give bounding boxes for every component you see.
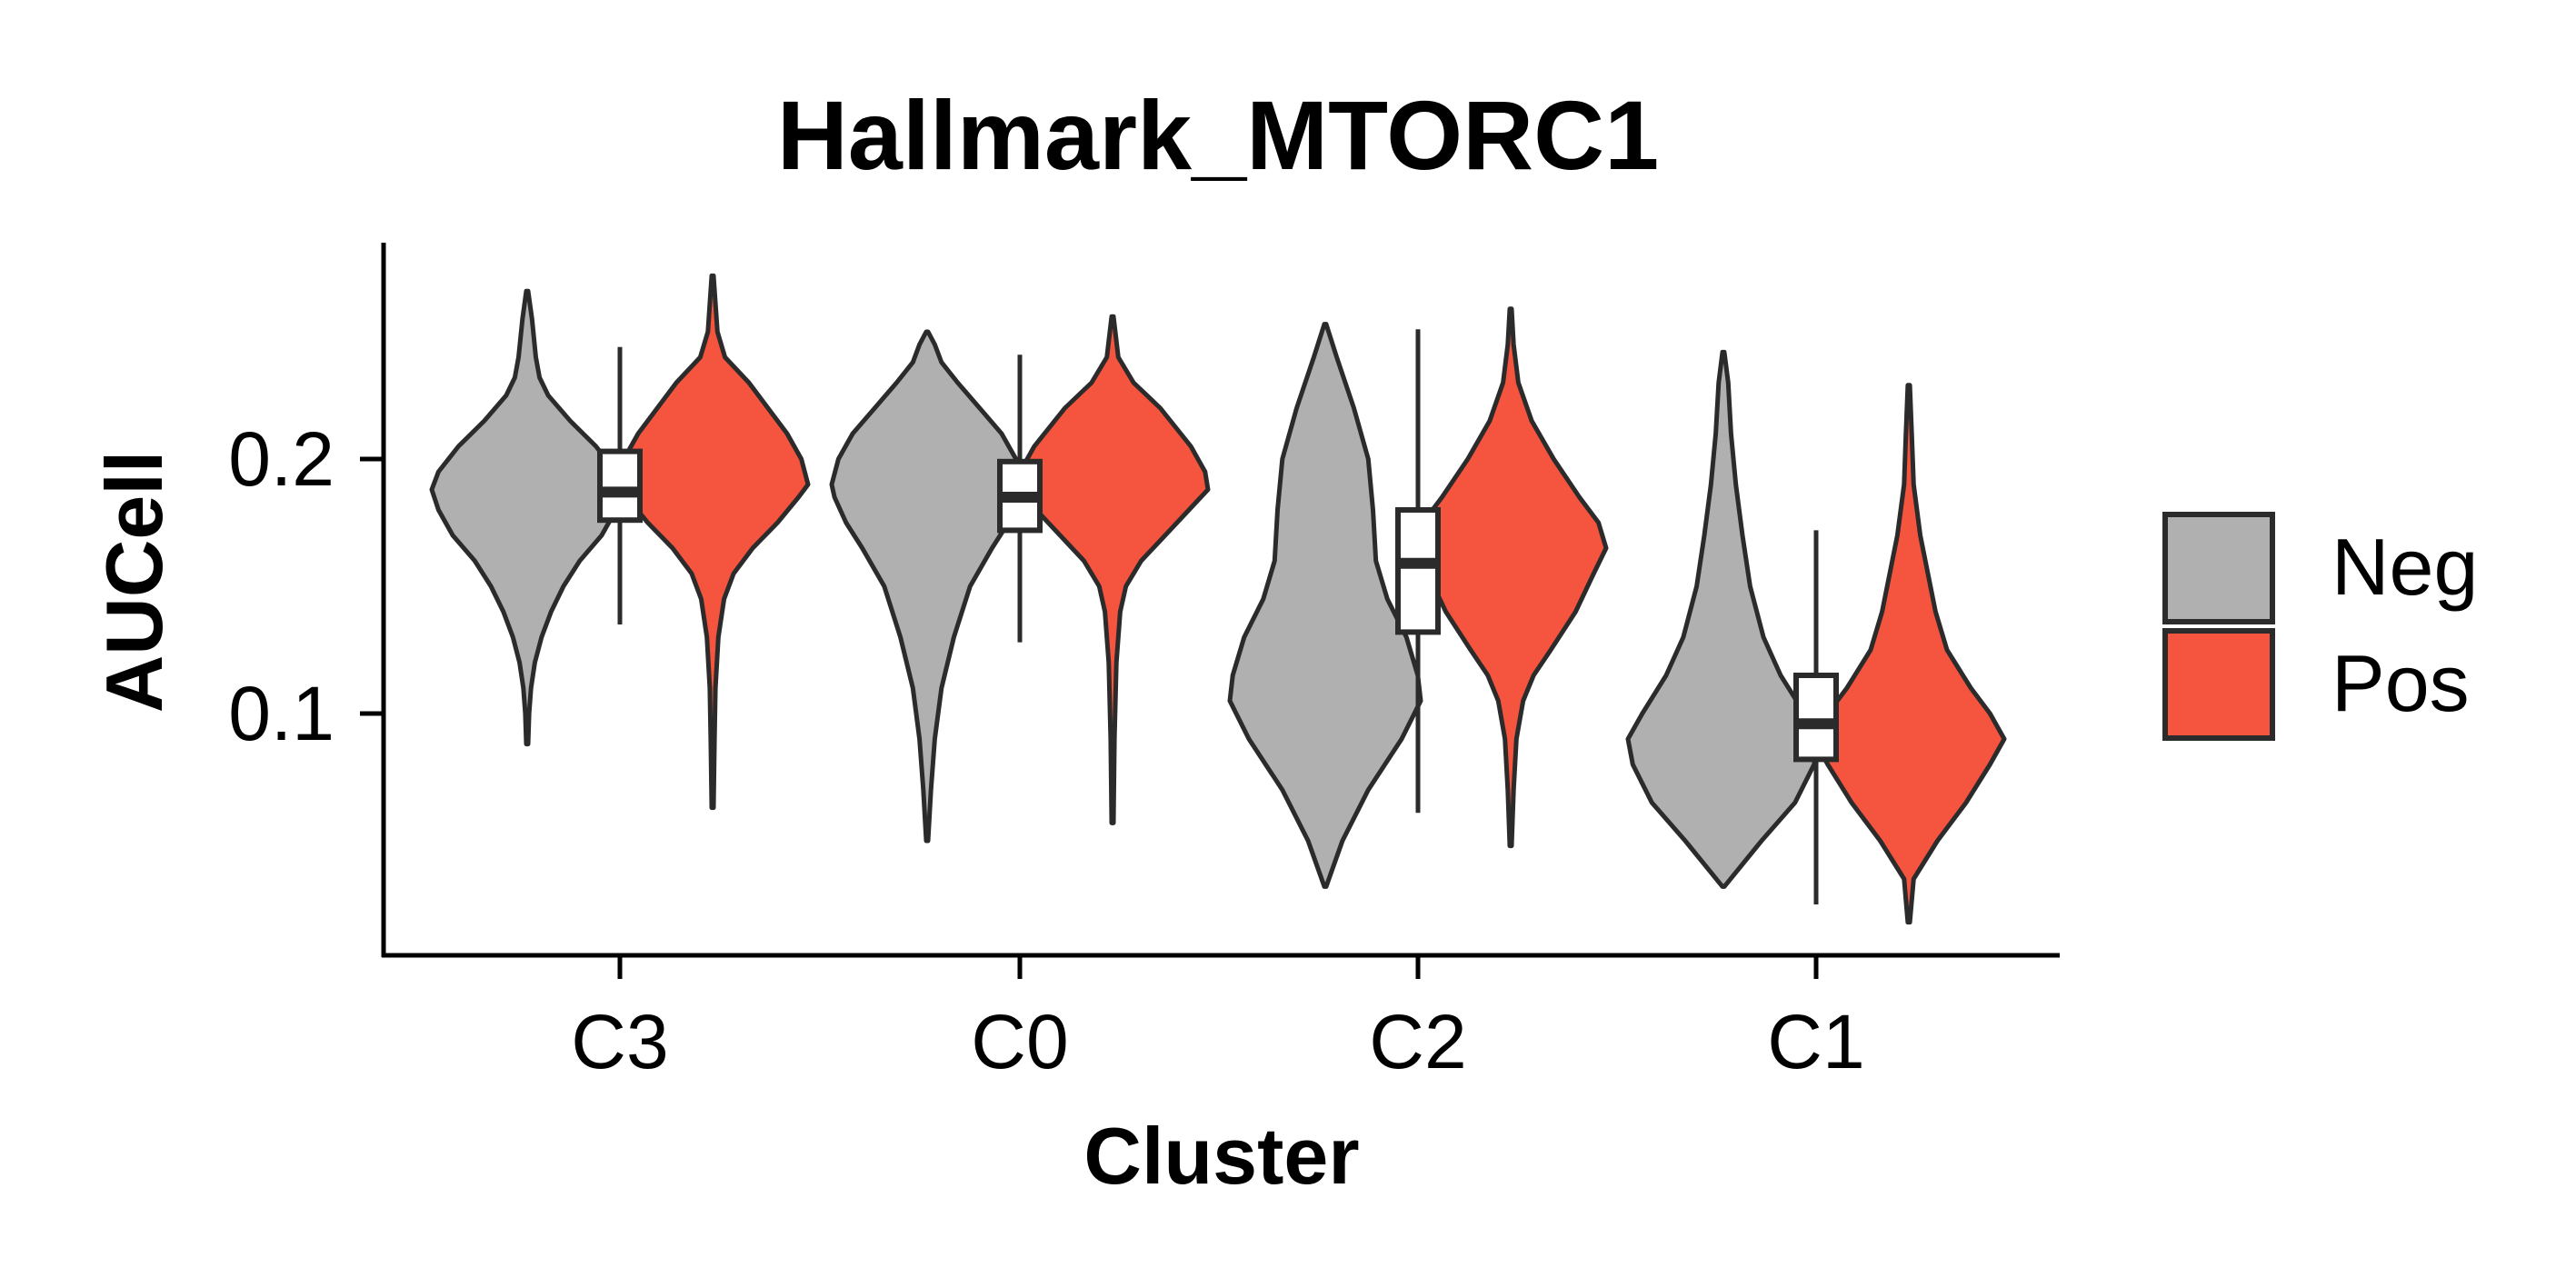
violin-pos-c0 xyxy=(1014,314,1211,825)
legend-item-neg: Neg xyxy=(2162,512,2478,624)
boxplot-c0 xyxy=(997,354,1043,643)
y-axis-title: AUCell xyxy=(89,451,179,714)
y-ticks: 0.1 0.2 xyxy=(228,416,384,756)
legend-label: Neg xyxy=(2331,522,2478,612)
plot-area xyxy=(429,273,2007,925)
violin-pos-c1 xyxy=(1811,383,2007,925)
legend-swatch xyxy=(2162,512,2275,624)
x-tick-label-c1: C1 xyxy=(1767,999,1864,1084)
legend-item-pos: Pos xyxy=(2162,628,2470,741)
violin-neg-c2 xyxy=(1227,322,1423,889)
boxplot-c3 xyxy=(597,346,643,624)
box-iqr xyxy=(1395,507,1441,635)
violin-neg-c1 xyxy=(1625,349,1822,889)
box-iqr xyxy=(597,448,643,524)
x-axis-title: Cluster xyxy=(1083,1111,1359,1201)
chart-title: Hallmark_MTORC1 xyxy=(777,80,1659,190)
y-tick-label: 0.2 xyxy=(228,416,334,502)
violin-neg-c3 xyxy=(429,288,625,747)
x-tick-label-c3: C3 xyxy=(571,999,668,1084)
legend-label: Pos xyxy=(2331,638,2470,728)
y-tick-label: 0.1 xyxy=(228,671,334,756)
x-tick-label-c2: C2 xyxy=(1369,999,1466,1084)
violin-pos-c3 xyxy=(614,273,811,811)
legend: Neg Pos xyxy=(2162,512,2478,741)
violin-neg-c0 xyxy=(829,329,1025,844)
box-iqr xyxy=(1793,673,1839,763)
legend-swatch xyxy=(2162,628,2275,741)
boxplot-c1 xyxy=(1793,530,1839,904)
boxplot-c2 xyxy=(1395,329,1441,814)
x-tick-label-c0: C0 xyxy=(971,999,1068,1084)
violin-pos-c2 xyxy=(1413,306,1609,849)
x-ticks: C3 C0 C2 C1 xyxy=(571,955,1865,1084)
